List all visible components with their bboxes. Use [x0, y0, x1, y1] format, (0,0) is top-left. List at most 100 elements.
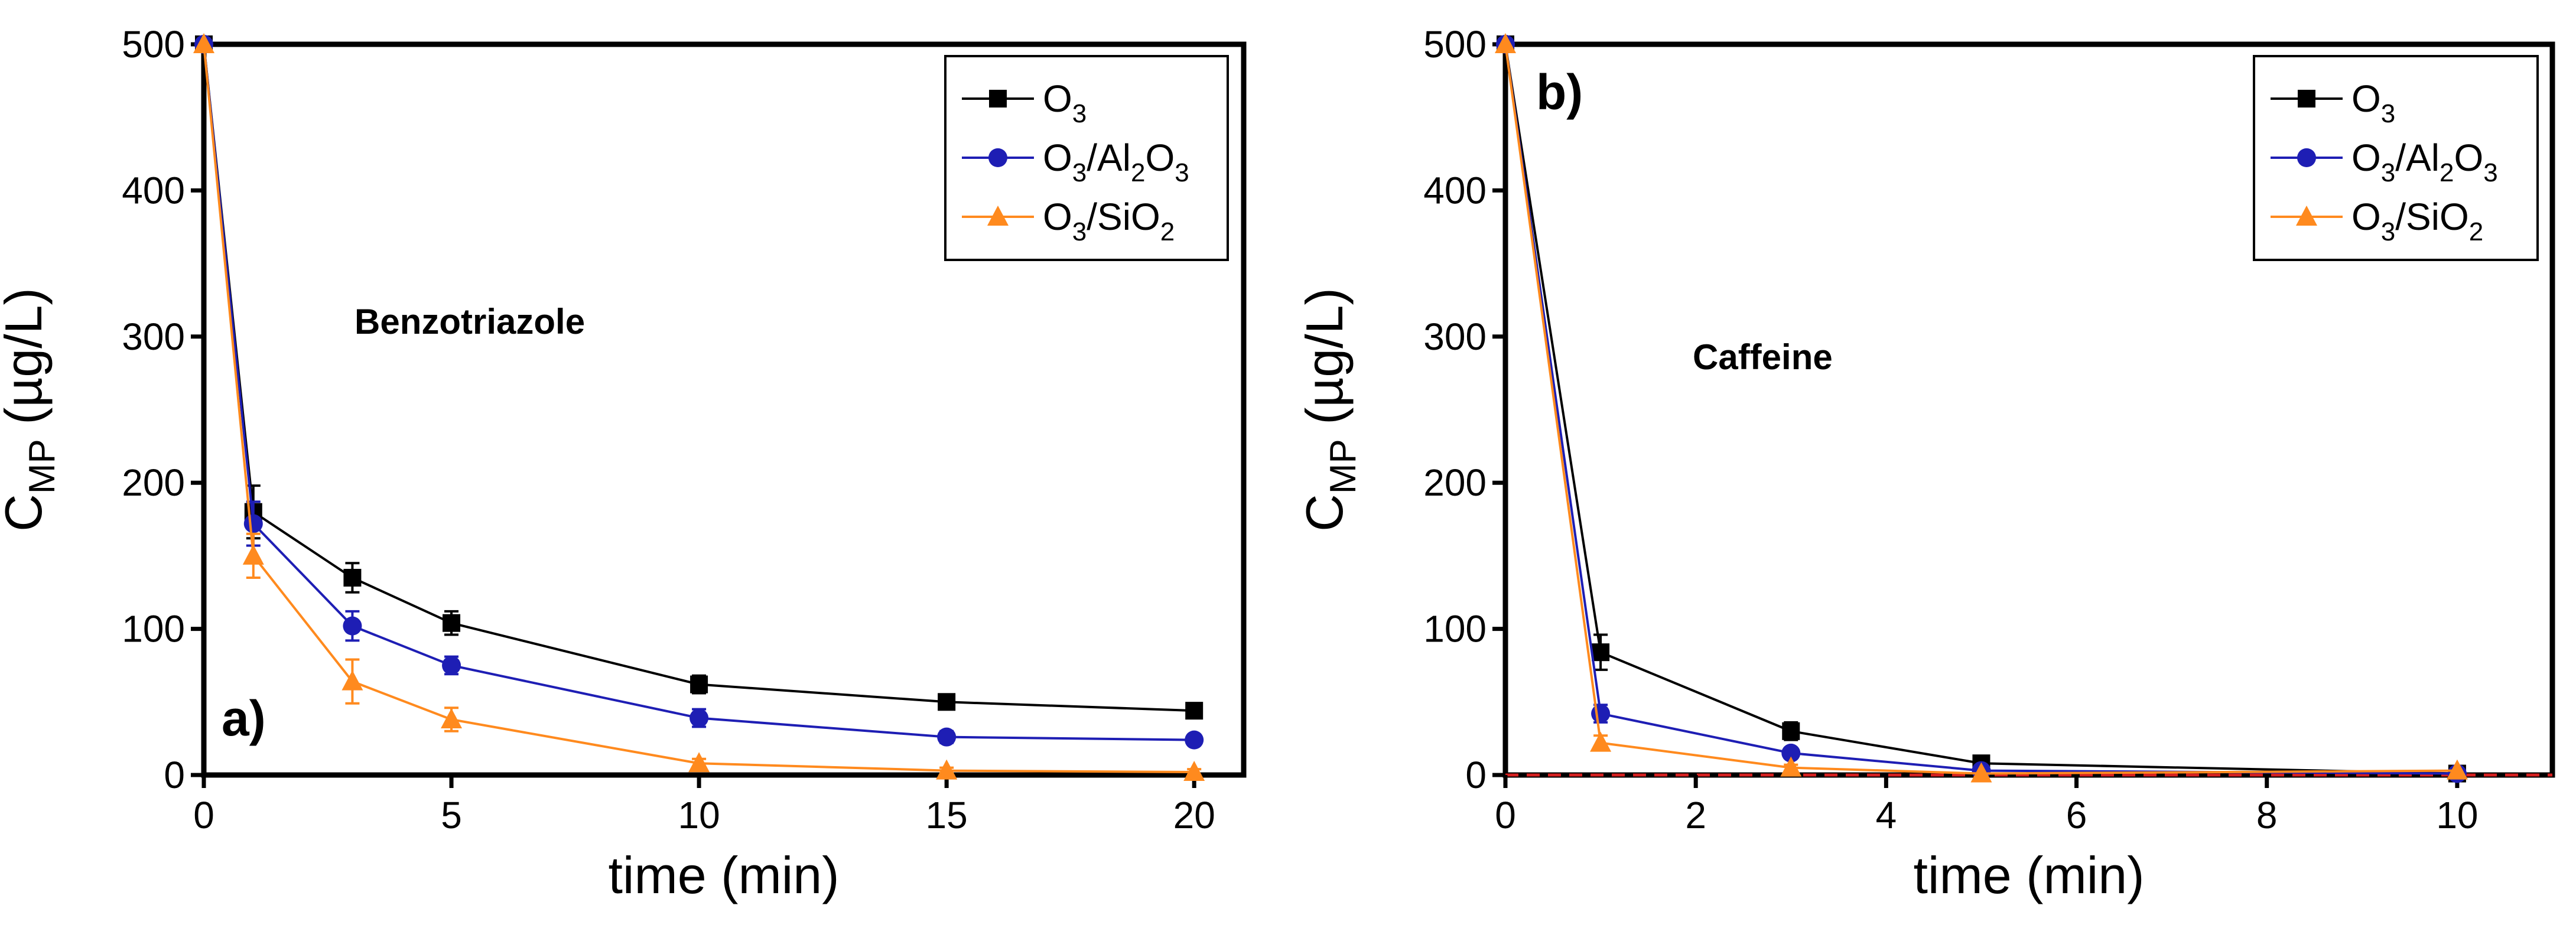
data-point [690, 675, 708, 693]
legend-label: O3/Al2O3 [2351, 136, 2498, 187]
legend-label-part: O [2351, 136, 2381, 179]
data-point [688, 752, 710, 773]
data-point [343, 616, 362, 636]
y-tick-label: 500 [1423, 23, 1487, 66]
compound-annotation: Caffeine [1693, 337, 1833, 377]
legend-label-part: 3 [1175, 158, 1189, 187]
data-point [1781, 743, 1801, 763]
data-point [1592, 643, 1610, 662]
data-point [1970, 762, 1992, 783]
x-tick-label: 0 [193, 794, 214, 836]
y-tick-label: 0 [164, 754, 185, 796]
y-tick-label: 500 [122, 23, 185, 66]
panel-label: b) [1536, 64, 1583, 120]
x-tick-label: 10 [2436, 794, 2478, 836]
legend-label-part: 3 [2381, 217, 2395, 246]
x-tick-label: 0 [1495, 794, 1516, 836]
y-tick-label: 400 [122, 169, 185, 211]
panel-label: a) [222, 691, 266, 746]
legend-label-part: O [1043, 196, 1072, 238]
legend-label-part: O [1043, 136, 1072, 179]
data-point [441, 708, 463, 728]
data-point [689, 708, 709, 728]
plot-frame [201, 41, 1247, 778]
data-point [242, 544, 264, 565]
x-tick-label: 10 [678, 794, 720, 836]
legend-label-part: 2 [2440, 158, 2454, 187]
y-tick-label: 300 [122, 315, 185, 358]
legend-marker [988, 148, 1007, 167]
legend-label-part: 3 [1072, 99, 1087, 128]
y-tick-label: 400 [1423, 169, 1487, 211]
y-axis-title: CMP (µg/L) [0, 288, 63, 532]
y-tick-label: 200 [122, 461, 185, 504]
data-point [243, 514, 263, 533]
y-axis-title-sub: MP [22, 439, 63, 494]
series-O3/Al2O3 [194, 35, 1204, 750]
legend-label-part: 2 [1160, 217, 1175, 246]
x-axis-title: time (min) [608, 846, 839, 904]
data-point [1183, 761, 1205, 782]
legend-label-part: 3 [1072, 217, 1087, 246]
x-tick-label: 20 [1173, 794, 1215, 836]
legend-label-part: /SiO [1087, 196, 1160, 238]
legend-marker [2296, 206, 2317, 226]
x-tick-label: 6 [2066, 794, 2087, 836]
legend-label-part: /SiO [2395, 196, 2468, 238]
x-tick-label: 5 [441, 794, 462, 836]
legend-label: O3 [2351, 77, 2395, 128]
legend-marker [2298, 90, 2315, 108]
legend-label-part: 2 [2469, 217, 2483, 246]
data-point [343, 569, 362, 587]
data-point [341, 670, 363, 691]
y-axis-title-unit: (µg/L) [0, 288, 53, 439]
legend-label: O3/SiO2 [1043, 196, 1175, 246]
data-point [442, 656, 461, 675]
legend-marker [2297, 148, 2316, 167]
y-axis-title-main: C [1295, 494, 1354, 532]
y-tick-label: 200 [1423, 461, 1487, 504]
data-point [938, 693, 956, 711]
legend-label-part: 2 [1131, 158, 1145, 187]
legend-label-part: /Al [2395, 136, 2440, 179]
legend-marker [989, 90, 1007, 108]
compound-annotation: Benzotriazole [354, 302, 585, 341]
legend-label: O3/SiO2 [2351, 196, 2483, 246]
data-point [443, 614, 461, 632]
data-point [1495, 33, 1516, 53]
data-point [193, 33, 214, 53]
data-point [1590, 731, 1612, 752]
x-axis-title: time (min) [1913, 846, 2144, 904]
legend-label-part: /Al [1087, 136, 1131, 179]
legend-label-part: O [2454, 136, 2483, 179]
legend-label-part: O [1043, 77, 1072, 120]
series-O3/SiO2 [1495, 33, 2468, 783]
y-tick-label: 100 [122, 608, 185, 650]
legend-label-part: 3 [2483, 158, 2497, 187]
data-point [2446, 759, 2468, 780]
legend-label-part: O [2351, 196, 2381, 238]
series-O3/SiO2 [193, 33, 1205, 782]
x-tick-label: 15 [926, 794, 968, 836]
y-axis-title-sub: MP [1323, 439, 1364, 494]
x-tick-label: 2 [1685, 794, 1706, 836]
y-axis-title: CMP (µg/L) [1295, 288, 1364, 532]
legend-label: O3/Al2O3 [1043, 136, 1189, 187]
y-tick-label: 0 [1465, 754, 1487, 796]
legend-label-part: 3 [1072, 158, 1087, 187]
y-tick-label: 300 [1423, 315, 1487, 358]
data-point [936, 759, 958, 780]
x-tick-label: 8 [2256, 794, 2278, 836]
legend-label-part: O [2351, 77, 2381, 120]
data-point [1782, 722, 1800, 740]
data-point [1185, 702, 1204, 720]
legend-label-part: O [1145, 136, 1175, 179]
y-axis-title-unit: (µg/L) [1295, 288, 1354, 439]
data-point [1185, 730, 1204, 750]
legend-label-part: 3 [2381, 158, 2395, 187]
data-point [937, 727, 957, 747]
